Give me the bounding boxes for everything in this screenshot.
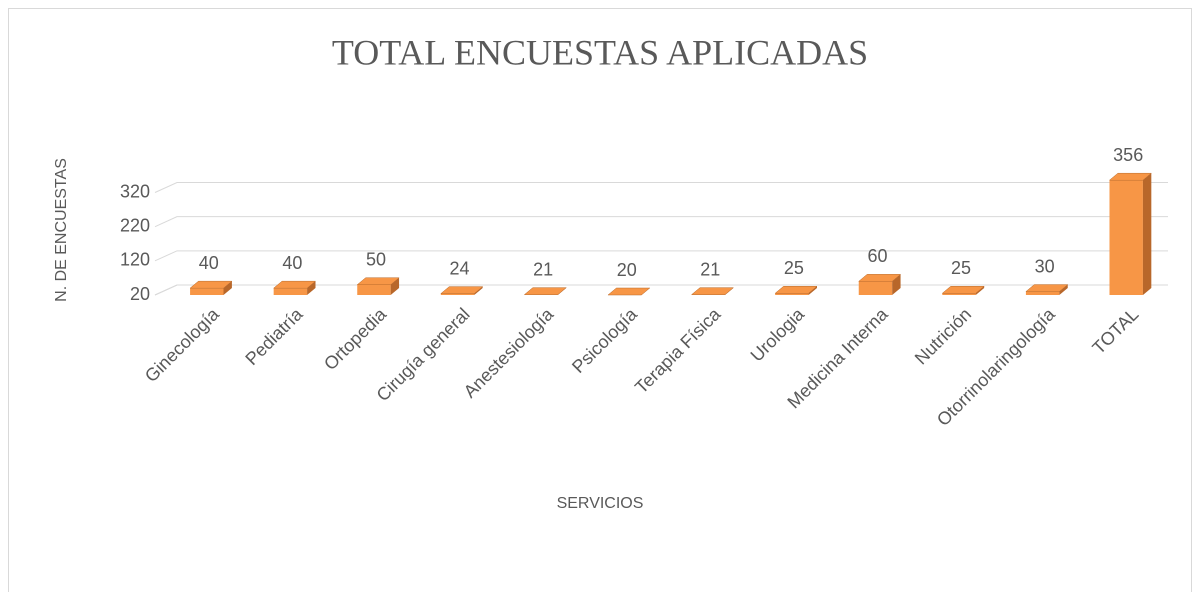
x-axis-title: SERVICIOS xyxy=(557,495,644,512)
bar-side xyxy=(307,281,316,295)
y-axis-title: N. DE ENCUESTAS xyxy=(53,158,70,302)
bar-side xyxy=(390,277,400,295)
bar xyxy=(189,280,233,295)
bar-front xyxy=(1109,180,1143,295)
data-label: 50 xyxy=(366,250,386,270)
bar-side xyxy=(223,281,232,295)
bar xyxy=(1108,172,1153,295)
floor xyxy=(154,284,1168,296)
bar xyxy=(774,286,818,295)
data-label: 25 xyxy=(951,258,971,278)
bar xyxy=(272,280,317,295)
data-label: 21 xyxy=(533,259,553,279)
bar xyxy=(690,287,735,295)
data-label: 21 xyxy=(700,259,720,279)
bar-side xyxy=(892,274,901,295)
bar-front xyxy=(357,284,391,295)
chart-border xyxy=(8,8,1192,592)
grid-line xyxy=(154,182,1168,193)
bar xyxy=(858,274,902,295)
bar xyxy=(941,286,985,295)
data-label: 25 xyxy=(784,258,804,278)
y-tick-label: 120 xyxy=(120,250,150,270)
bar-front xyxy=(858,281,893,295)
y-tick-label: 220 xyxy=(120,215,150,235)
chart-title: TOTAL ENCUESTAS APLICADAS xyxy=(332,32,868,72)
y-tick-label: 20 xyxy=(130,284,150,304)
bar-front xyxy=(273,288,308,295)
bar xyxy=(356,277,400,295)
bar xyxy=(1025,284,1069,295)
data-label: 40 xyxy=(282,253,302,273)
data-label: 30 xyxy=(1035,256,1055,276)
bar-front xyxy=(440,293,475,295)
data-label: 60 xyxy=(867,246,887,266)
bar xyxy=(523,287,567,295)
bar-side xyxy=(725,287,734,295)
y-tick-label: 320 xyxy=(120,181,150,201)
bar-side xyxy=(1142,173,1152,295)
bar xyxy=(440,286,484,295)
grid-line xyxy=(154,250,1168,262)
bar-side xyxy=(808,286,817,295)
bar-front xyxy=(775,293,809,295)
bar-front xyxy=(942,293,976,295)
data-label: 40 xyxy=(199,253,219,273)
grid-line xyxy=(154,216,1168,228)
bar xyxy=(607,287,651,296)
bar-front xyxy=(1025,291,1060,295)
bar-side xyxy=(975,286,985,295)
data-label: 20 xyxy=(617,260,637,280)
bar-side xyxy=(474,286,483,295)
bar-side xyxy=(557,287,567,295)
bar-front xyxy=(190,288,224,295)
data-label: 24 xyxy=(450,258,470,278)
data-label: 356 xyxy=(1113,145,1143,165)
bar-side xyxy=(1059,284,1068,295)
